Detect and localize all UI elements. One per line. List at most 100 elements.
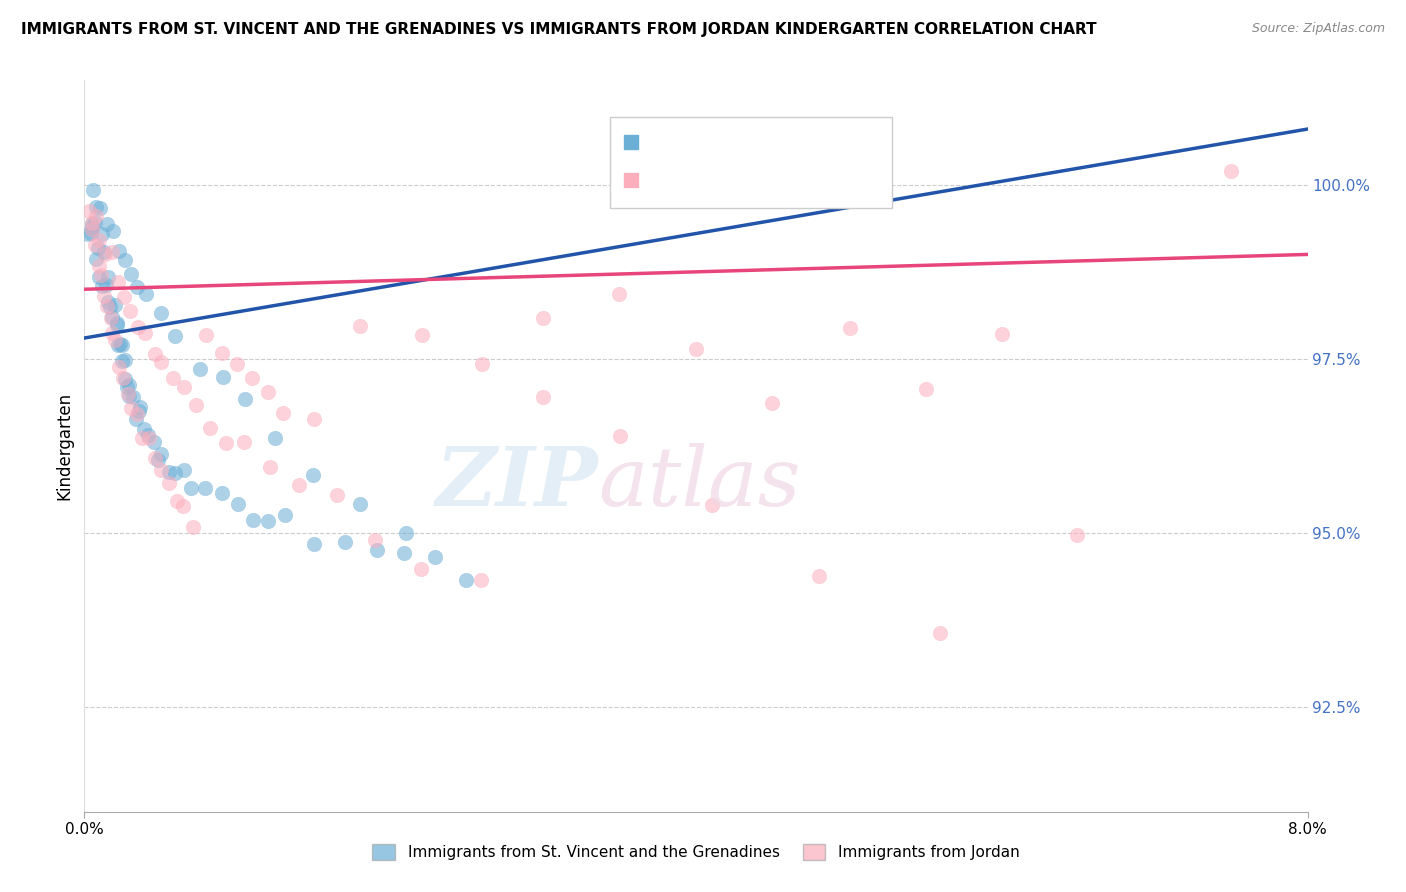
Point [131,430,153,444]
Point [84,210,107,224]
Point [173,463,195,477]
Point [91,227,114,241]
Point [302,412,325,426]
Point [194,327,217,342]
Point [180,482,202,496]
Point [256,385,278,400]
Point [194,482,217,496]
Text: R = 0.393   N = 72: R = 0.393 N = 72 [654,135,797,150]
Point [349,498,371,512]
Point [301,467,323,482]
Point [184,398,207,412]
Point [84,252,107,266]
Point [188,362,211,376]
Point [108,337,131,351]
Point [100,244,122,259]
Point [84,200,107,214]
Point [122,390,145,404]
Point [128,403,150,417]
Point [394,546,416,560]
Point [127,407,149,421]
Point [93,245,115,260]
Point [82,220,104,235]
Point [233,392,256,407]
Point [105,318,128,332]
Point [134,422,156,436]
Point [120,401,142,415]
Point [100,311,122,326]
Point [134,326,156,340]
Point [104,298,127,312]
Point [96,217,118,231]
Point [97,295,120,310]
Point [162,371,184,385]
Point [118,389,141,403]
Point [172,500,194,514]
Point [79,203,101,218]
Point [91,279,114,293]
Point [129,400,152,414]
Point [127,320,149,334]
Point [302,537,325,551]
Point [700,498,723,512]
Point [990,326,1012,341]
Point [111,353,134,368]
Point [165,466,187,480]
Point [82,183,104,197]
Point [80,226,103,240]
Point [142,434,165,449]
Point [166,493,188,508]
Point [471,357,494,371]
Point [97,270,120,285]
Point [146,453,169,467]
Point [89,270,111,285]
Point [127,279,149,293]
Point [112,290,135,304]
Point [117,387,139,401]
Point [181,520,204,534]
Legend: Immigrants from St. Vincent and the Grenadines, Immigrants from Jordan: Immigrants from St. Vincent and the Gren… [367,838,1025,866]
Point [271,406,294,420]
Point [104,333,127,347]
Point [87,241,110,255]
Point [114,353,136,368]
Point [111,370,134,384]
Point [198,421,221,435]
Point [157,475,180,490]
Point [211,485,233,500]
Point [157,466,180,480]
Point [111,338,134,352]
Point [107,276,129,290]
Point [364,533,387,547]
Point [211,369,233,384]
Point [149,463,172,477]
Point [89,233,111,247]
Point [80,221,103,235]
Point [1066,528,1088,542]
Point [96,299,118,313]
Point [531,391,554,405]
Point [425,549,447,564]
Point [761,396,783,410]
Text: atlas: atlas [598,442,800,523]
Point [143,347,166,361]
Point [94,277,117,292]
Point [609,428,631,442]
Point [288,477,311,491]
Point [240,371,263,385]
Point [409,562,432,576]
Point [118,377,141,392]
Point [256,514,278,528]
Point [105,316,128,330]
Point [138,431,160,445]
Point [89,201,111,215]
Point [173,380,195,394]
Point [125,411,148,425]
Point [94,247,117,261]
Point [929,626,952,640]
Point [411,327,433,342]
Point [136,428,159,442]
Point [89,259,111,273]
Point [120,303,142,318]
Point [114,372,136,386]
